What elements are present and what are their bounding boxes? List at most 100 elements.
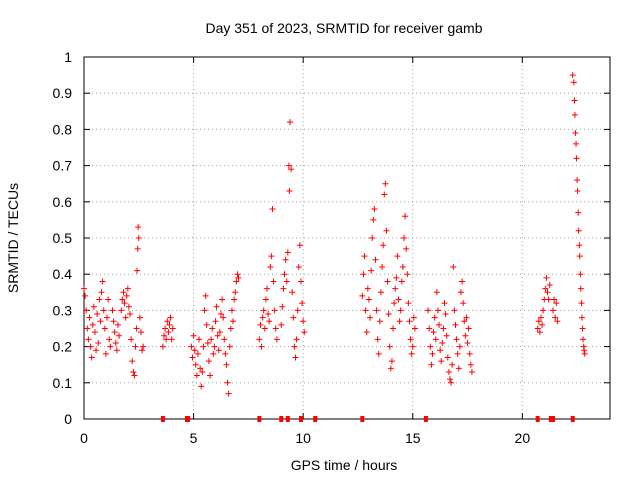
data-point	[267, 263, 274, 270]
data-point	[371, 206, 378, 213]
data-point	[105, 296, 112, 303]
data-point	[99, 278, 106, 285]
data-point	[164, 318, 171, 325]
data-point	[580, 336, 587, 343]
data-point	[455, 365, 462, 372]
data-point	[411, 325, 418, 332]
data-point	[581, 350, 588, 357]
data-point	[301, 329, 308, 336]
data-point	[140, 343, 147, 350]
data-point	[81, 285, 87, 292]
data-point	[106, 336, 113, 343]
data-point	[577, 271, 584, 278]
data-point	[437, 347, 444, 354]
data-point	[214, 332, 221, 339]
data-point	[450, 263, 457, 270]
data-point	[131, 372, 138, 379]
data-point	[571, 97, 578, 104]
data-point	[398, 278, 405, 285]
data-point	[86, 314, 93, 321]
data-point	[537, 314, 544, 321]
data-point	[272, 325, 279, 332]
data-point	[83, 307, 90, 314]
data-point	[122, 314, 129, 321]
y-tick-label: 0.6	[53, 194, 73, 210]
data-point	[397, 307, 404, 314]
zero-marker	[298, 416, 303, 422]
data-point	[468, 368, 475, 375]
data-point	[125, 303, 132, 310]
data-point	[570, 79, 577, 86]
data-point	[369, 235, 376, 241]
data-point	[123, 292, 130, 299]
data-point	[94, 311, 101, 318]
axis-ticks: 00.10.20.30.40.50.60.70.80.910 5 10 15 20	[53, 49, 610, 446]
data-point	[201, 307, 208, 314]
data-point	[97, 318, 104, 325]
data-point	[575, 227, 582, 234]
data-point	[273, 336, 280, 343]
data-point	[134, 267, 141, 274]
data-point	[281, 271, 288, 278]
data-points	[81, 72, 588, 422]
data-point	[361, 253, 368, 260]
data-point	[121, 300, 128, 307]
data-point	[578, 300, 585, 307]
data-point	[291, 343, 298, 350]
data-point	[232, 289, 239, 296]
data-point	[438, 358, 445, 365]
data-point	[404, 271, 411, 278]
data-point	[550, 307, 557, 314]
data-point	[283, 278, 290, 285]
data-point	[396, 318, 403, 325]
data-point	[578, 314, 585, 321]
data-point	[222, 350, 229, 357]
data-point	[407, 336, 414, 343]
data-point	[114, 321, 121, 328]
x-axis-label: GPS time / hours	[291, 457, 398, 473]
data-point	[433, 289, 440, 296]
data-point	[289, 289, 296, 296]
data-point	[540, 307, 547, 314]
y-tick-label: 1	[64, 49, 72, 65]
y-axis-label: SRMTID / TECUs	[5, 183, 21, 293]
data-point	[271, 307, 278, 314]
data-point	[135, 224, 142, 231]
data-point	[467, 361, 474, 368]
data-point	[440, 325, 447, 332]
data-point	[406, 318, 413, 325]
data-point	[221, 336, 228, 343]
gridlines	[84, 57, 610, 419]
data-point	[93, 347, 100, 354]
data-point	[111, 329, 118, 336]
data-point	[402, 213, 409, 220]
data-point	[434, 307, 441, 314]
data-point	[390, 325, 397, 332]
data-point	[265, 311, 272, 318]
data-point	[101, 325, 108, 332]
data-point	[294, 307, 301, 314]
data-point	[210, 350, 217, 357]
data-point	[553, 300, 560, 307]
data-point	[408, 350, 415, 357]
y-tick-label: 0.7	[53, 158, 73, 174]
data-point	[188, 343, 195, 350]
data-point	[384, 278, 391, 285]
data-point	[367, 314, 374, 321]
data-point	[577, 285, 584, 292]
data-point	[162, 325, 169, 332]
data-point	[572, 130, 579, 137]
data-point	[116, 332, 123, 339]
data-point	[462, 332, 469, 339]
data-point	[199, 368, 206, 375]
data-point	[385, 311, 392, 318]
data-point	[133, 325, 140, 332]
data-point	[198, 383, 205, 390]
data-point	[393, 274, 400, 281]
data-point	[166, 321, 173, 328]
data-point	[104, 314, 111, 321]
data-point	[285, 162, 292, 169]
data-point	[269, 206, 276, 213]
data-point	[82, 292, 89, 299]
data-point	[159, 343, 166, 350]
